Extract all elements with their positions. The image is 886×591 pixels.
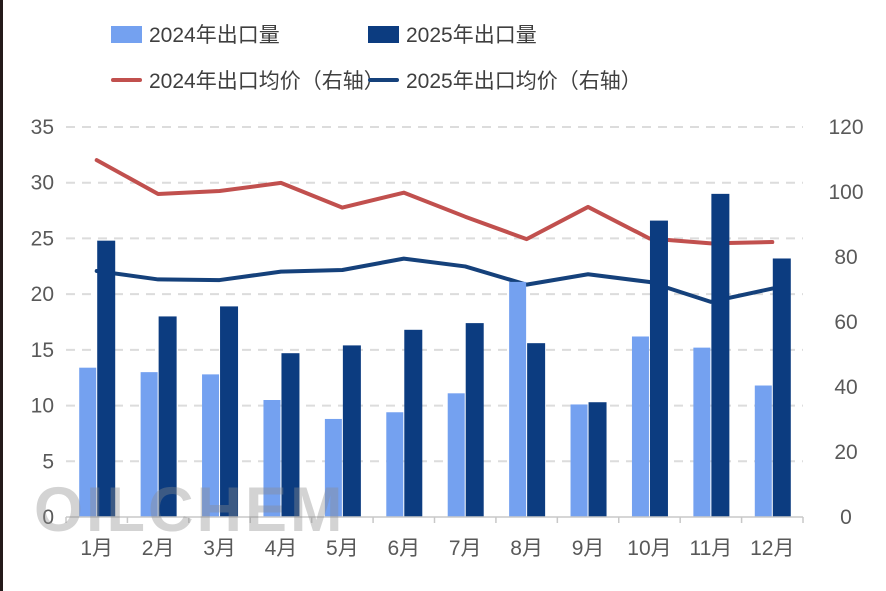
bar-2024年出口量-4月 [263,400,281,517]
legend-item-2025-volume: 2025年出口量 [368,21,537,47]
left-axis-tick-label: 30 [31,172,54,195]
bar-2024年出口量-8月 [509,281,527,517]
x-axis-month-label: 8月 [510,537,543,560]
x-axis-month-label: 2月 [142,537,175,560]
x-axis-month-label: 10月 [627,537,671,560]
legend-swatch-2025-volume [368,25,399,43]
right-axis-tick-label: 80 [834,246,857,269]
bar-2024年出口量-1月 [79,367,97,517]
bar-2024年出口量-9月 [570,404,588,517]
legend-item-2024-volume: 2024年出口量 [111,21,280,47]
legend-item-2024-price: 2024年出口均价（右轴） [111,67,385,93]
bar-2025年出口量-2月 [158,316,177,517]
bar-2025年出口量-9月 [588,402,607,517]
legend-label-2025-volume: 2025年出口量 [406,24,537,47]
watermark: OILCHEM [34,475,346,545]
left-axis-tick-label: 35 [31,116,54,139]
legend-label-2024-price: 2024年出口均价（右轴） [149,70,385,93]
legend-label-2025-price: 2025年出口均价（右轴） [406,70,642,93]
bar-2025年出口量-8月 [527,343,546,517]
x-axis-month-label: 7月 [449,537,482,560]
window-left-edge [0,0,3,591]
bar-2024年出口量-7月 [447,393,465,517]
line-series [94,256,775,304]
right-axis-tick-label: 100 [828,181,863,204]
bar-2025年出口量-10月 [649,220,668,517]
bar-2024年出口量-10月 [631,336,649,517]
bar-2024年出口量-5月 [324,418,342,517]
legend-swatch-2024-price [111,78,142,82]
bar-2024年出口量-11月 [693,347,711,517]
bar-2024年出口量-2月 [140,372,158,517]
x-axis-month-label: 12月 [750,537,794,560]
right-axis-tick-label: 20 [834,441,857,464]
bar-2024年出口量-3月 [202,374,220,517]
left-axis-tick-label: 25 [31,227,54,250]
legend-item-2025-price: 2025年出口均价（右轴） [368,67,642,93]
bar-2025年出口量-7月 [465,323,484,517]
left-axis-tick-label: 20 [31,283,54,306]
right-axis-tick-label: 120 [828,116,863,139]
x-axis-month-label: 3月 [203,537,236,560]
right-axis-tick-label: 60 [834,311,857,334]
left-axis-tick-label: 0 [42,506,54,529]
x-axis-month-label: 1月 [80,537,113,560]
left-axis-tick-label: 15 [31,339,54,362]
legend-swatch-2025-price [368,78,399,82]
bar-2025年出口量-12月 [772,258,791,517]
bar-2025年出口量-4月 [281,353,300,517]
x-axis-month-label: 5月 [326,537,359,560]
bar-2025年出口量-11月 [711,193,730,517]
x-axis-month-label: 11月 [689,537,732,560]
bar-2025年出口量-1月 [97,240,116,517]
left-axis-tick-label: 10 [31,395,54,418]
bar-2025年出口量-3月 [220,306,239,517]
bar-2025年出口量-6月 [404,329,423,517]
bar-2025年出口量-5月 [342,345,361,517]
x-axis-month-label: 4月 [265,537,298,560]
left-axis-tick-label: 5 [42,450,54,473]
x-axis-month-label: 9月 [572,537,605,560]
right-axis-tick-label: 0 [840,506,852,529]
legend-swatch-2024-volume [111,25,142,43]
right-axis-tick-label: 40 [834,376,857,399]
legend-label-2024-volume: 2024年出口量 [149,24,280,47]
line-series [94,158,775,246]
bar-2024年出口量-6月 [386,412,404,517]
x-axis-month-label: 6月 [387,537,420,560]
bar-2024年出口量-12月 [754,385,772,517]
